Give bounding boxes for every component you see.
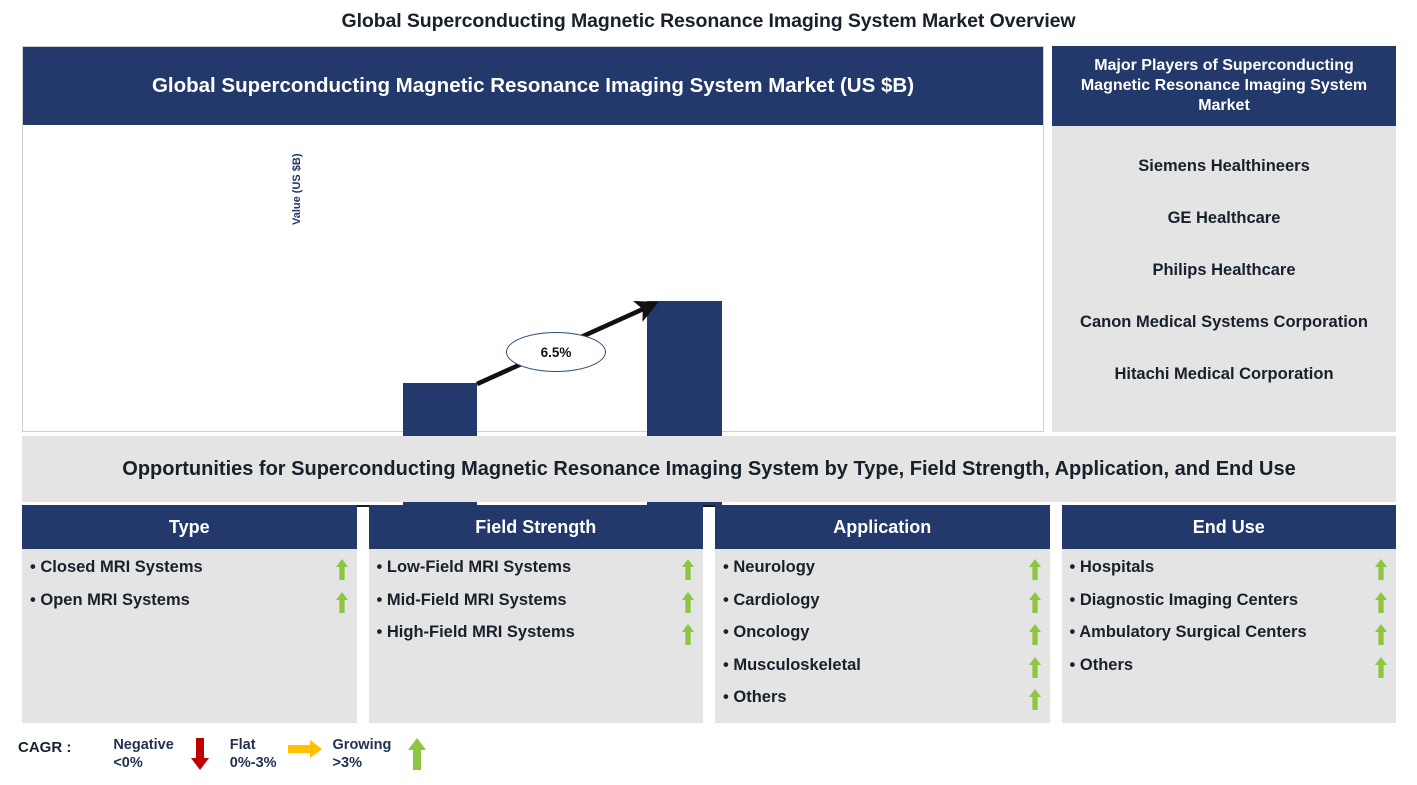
list-item: • Others <box>723 688 1042 721</box>
major-players-header-title: Major Players of Superconducting Magneti… <box>1080 57 1368 114</box>
list-item: Philips Healthcare <box>1152 260 1296 279</box>
list-item: • Diagnostic Imaging Centers <box>1070 591 1389 624</box>
list-item: • Mid-Field MRI Systems <box>377 591 696 624</box>
arrow-up-icon <box>682 591 694 613</box>
column-type: Type • Closed MRI Systems • Open MRI Sys… <box>22 505 357 723</box>
arrow-up-icon <box>1375 559 1387 580</box>
chart-plot-area: Value (US $B) 2025 2031 6.5% <box>23 125 1043 530</box>
chart-header: Global Superconducting Magnetic Resonanc… <box>23 47 1043 125</box>
column-header-application: Application <box>715 505 1050 549</box>
cagr-trend-arrow-icon <box>476 300 659 387</box>
list-item-label: • Others <box>723 688 787 706</box>
legend-growing-name: Growing <box>332 737 392 753</box>
column-field-strength: Field Strength • Low-Field MRI Systems •… <box>368 505 704 723</box>
column-header-title: End Use <box>1192 516 1265 537</box>
arrow-up-icon <box>335 559 348 580</box>
cagr-legend-label: CAGR : <box>18 739 72 756</box>
list-item-label: • Hospitals <box>1069 558 1155 576</box>
opportunity-columns: Type • Closed MRI Systems • Open MRI Sys… <box>22 505 1396 723</box>
arrow-up-icon <box>1028 656 1041 678</box>
list-item: • Low-Field MRI Systems <box>377 558 696 591</box>
list-item: • Closed MRI Systems <box>30 558 349 591</box>
arrow-up-icon <box>408 738 427 770</box>
arrow-right-icon <box>287 740 322 758</box>
list-item-label: • Oncology <box>723 623 810 641</box>
arrow-up-icon <box>335 591 348 613</box>
arrow-up-icon <box>1375 656 1387 678</box>
column-header-end-use: End Use <box>1061 505 1396 549</box>
legend-growing-range: >3% <box>332 755 362 772</box>
column-header-field-strength: Field Strength <box>368 505 703 549</box>
legend-entry-flat: Flat 0%-3% <box>230 736 327 772</box>
list-item: • High-Field MRI Systems <box>377 623 696 656</box>
column-body-field-strength: • Low-Field MRI Systems • Mid-Field MRI … <box>369 549 704 723</box>
column-header-type: Type <box>22 505 357 549</box>
cagr-value-text: 6.5% <box>540 344 572 360</box>
legend-entry-negative-text: Negative <0% <box>113 736 173 772</box>
page-title: Global Superconducting Magnetic Resonanc… <box>341 10 1076 32</box>
major-players-header: Major Players of Superconducting Magneti… <box>1052 46 1396 126</box>
chart-header-title: Global Superconducting Magnetic Resonanc… <box>151 73 915 97</box>
cagr-legend: CAGR : Negative <0% Flat 0%-3% Growing >… <box>18 736 447 780</box>
market-chart-card: Global Superconducting Magnetic Resonanc… <box>22 46 1044 530</box>
legend-entry-growing-text: Growing >3% <box>333 736 392 772</box>
list-item: • Neurology <box>723 558 1042 591</box>
chart-y-axis-label: Value (US $B) <box>291 153 303 225</box>
list-item: • Cardiology <box>723 591 1042 624</box>
list-item-label: • Cardiology <box>723 590 820 609</box>
list-item-label: • Low-Field MRI Systems <box>376 558 572 576</box>
list-item: • Open MRI Systems <box>30 591 349 624</box>
list-item: GE Healthcare <box>1167 208 1281 227</box>
list-item-label: • Mid-Field MRI Systems <box>376 590 567 609</box>
legend-entry-growing: Growing >3% <box>333 736 442 772</box>
list-item-label: • High-Field MRI Systems <box>376 623 575 641</box>
list-item-label: • Open MRI Systems <box>30 590 190 609</box>
arrow-up-icon <box>1028 624 1041 645</box>
legend-entry-flat-text: Flat 0%-3% <box>230 736 277 772</box>
legend-entry-negative: Negative <0% <box>113 736 223 772</box>
column-header-title: Type <box>168 516 210 537</box>
cagr-value-bubble: 6.5% <box>506 332 606 372</box>
column-body-application: • Neurology • Cardiology • Oncology • Mu… <box>715 549 1050 723</box>
arrow-up-icon <box>1028 591 1041 613</box>
opportunities-banner-title: Opportunities for Superconducting Magnet… <box>122 457 1296 480</box>
column-end-use: End Use • Hospitals • Diagnostic Imaging… <box>1061 505 1397 723</box>
arrow-up-icon <box>682 624 694 645</box>
list-item: • Ambulatory Surgical Centers <box>1070 623 1389 656</box>
list-item: • Oncology <box>723 623 1042 656</box>
list-item: • Others <box>1070 656 1389 689</box>
column-body-end-use: • Hospitals • Diagnostic Imaging Centers… <box>1062 549 1397 723</box>
list-item: Canon Medical Systems Corporation <box>1080 312 1368 331</box>
arrow-down-icon <box>190 738 209 770</box>
list-item: • Hospitals <box>1070 558 1389 591</box>
column-application: Application • Neurology • Cardiology • O… <box>715 505 1050 723</box>
list-item-label: • Others <box>1069 655 1134 674</box>
opportunities-banner: Opportunities for Superconducting Magnet… <box>22 436 1396 502</box>
legend-negative-range: <0% <box>113 755 143 772</box>
list-item: • Musculoskeletal <box>723 656 1042 689</box>
major-players-list: Siemens Healthineers GE Healthcare Phili… <box>1052 126 1396 432</box>
column-body-type: • Closed MRI Systems • Open MRI Systems <box>22 549 357 723</box>
list-item-label: • Diagnostic Imaging Centers <box>1069 590 1299 609</box>
list-item-label: • Closed MRI Systems <box>30 558 203 576</box>
list-item-label: • Neurology <box>723 558 815 576</box>
list-item: Siemens Healthineers <box>1138 156 1310 175</box>
legend-flat-range: 0%-3% <box>229 755 277 772</box>
major-players-card: Major Players of Superconducting Magneti… <box>1052 46 1396 432</box>
column-header-title: Application <box>833 516 932 537</box>
arrow-up-icon <box>682 559 694 580</box>
legend-flat-name: Flat <box>229 737 256 753</box>
arrow-up-icon <box>1375 591 1387 613</box>
arrow-up-icon <box>1028 559 1041 580</box>
legend-negative-name: Negative <box>113 737 174 753</box>
list-item: Hitachi Medical Corporation <box>1114 364 1334 383</box>
arrow-up-icon <box>1028 689 1041 710</box>
column-header-title: Field Strength <box>475 516 597 537</box>
list-item-label: • Ambulatory Surgical Centers <box>1069 623 1307 641</box>
arrow-up-icon <box>1375 624 1387 645</box>
list-item-label: • Musculoskeletal <box>723 655 861 674</box>
